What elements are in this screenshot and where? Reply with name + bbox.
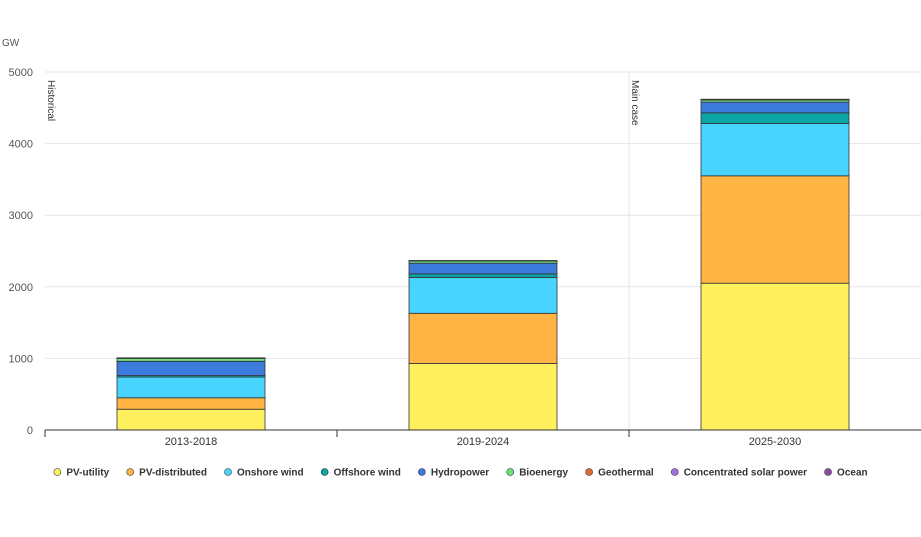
bar-segment (408, 273, 558, 278)
legend-item[interactable]: Geothermal (585, 468, 654, 479)
bar-segment (408, 262, 558, 275)
bar-segment (700, 175, 850, 284)
bar-segment (408, 363, 558, 431)
legend-item[interactable]: Bioenergy (506, 468, 569, 479)
legend-label: Onshore wind (237, 468, 304, 479)
bar-segment (700, 282, 850, 431)
legend-item[interactable]: Ocean (824, 468, 868, 479)
legend-item[interactable]: PV-distributed (126, 468, 207, 479)
section-label: Main case (629, 80, 640, 126)
y-tick-label: 5000 (9, 67, 33, 79)
bar-segment (116, 357, 266, 362)
section-label: Historical (45, 80, 56, 121)
legend-marker (320, 468, 329, 476)
bar-segment (116, 376, 266, 399)
legend-label: Geothermal (598, 468, 654, 479)
legend-marker (126, 468, 134, 476)
y-axis-unit: GW (2, 38, 20, 49)
legend-marker (506, 468, 515, 476)
legend-marker (824, 468, 832, 476)
bar-segment (700, 123, 850, 177)
legend-label: PV-distributed (139, 468, 207, 479)
bar-segment (408, 277, 558, 314)
legend-label: Hydropower (431, 468, 489, 479)
y-tick-label: 2000 (9, 282, 33, 294)
legend-item[interactable]: Onshore wind (224, 468, 304, 479)
legend-item[interactable]: Offshore wind (320, 468, 401, 479)
legend-item[interactable]: PV-utility (53, 468, 110, 479)
bar-segment (116, 397, 266, 410)
legend-marker (585, 468, 593, 476)
legend: PV-utility PV-distributed Onshore wind Offs… (53, 468, 868, 479)
axes: 2013-2018 2019-2024 2025-2030 (44, 429, 921, 448)
bar-segment (700, 112, 850, 124)
y-tick-label: 4000 (9, 139, 33, 151)
y-tick-label: 1000 (9, 353, 33, 365)
y-tick-label: 0 (27, 425, 33, 437)
x-tick-label: 2013-2018 (165, 436, 218, 448)
bar-segment (116, 408, 266, 431)
legend-marker (418, 468, 426, 476)
legend-item[interactable]: Concentrated solar power (670, 468, 807, 479)
legend-item[interactable]: Hydropower (418, 468, 489, 479)
legend-label: Offshore wind (334, 468, 401, 479)
legend-marker (670, 468, 679, 476)
bar-segment (408, 312, 558, 364)
legend-label: Ocean (837, 468, 868, 479)
legend-label: PV-utility (66, 468, 109, 479)
legend-marker (224, 468, 232, 476)
bar-segment (700, 101, 850, 114)
bars (116, 98, 850, 431)
section-markers: Historical Main case (45, 72, 640, 430)
y-tick-label: 3000 (9, 210, 33, 222)
x-tick-label: 2025-2030 (749, 436, 802, 448)
bar-segment (116, 360, 266, 376)
legend-marker (53, 468, 62, 476)
x-tick-label: 2019-2024 (457, 436, 510, 448)
legend-label: Concentrated solar power (684, 468, 807, 479)
legend-label: Bioenergy (519, 468, 568, 479)
